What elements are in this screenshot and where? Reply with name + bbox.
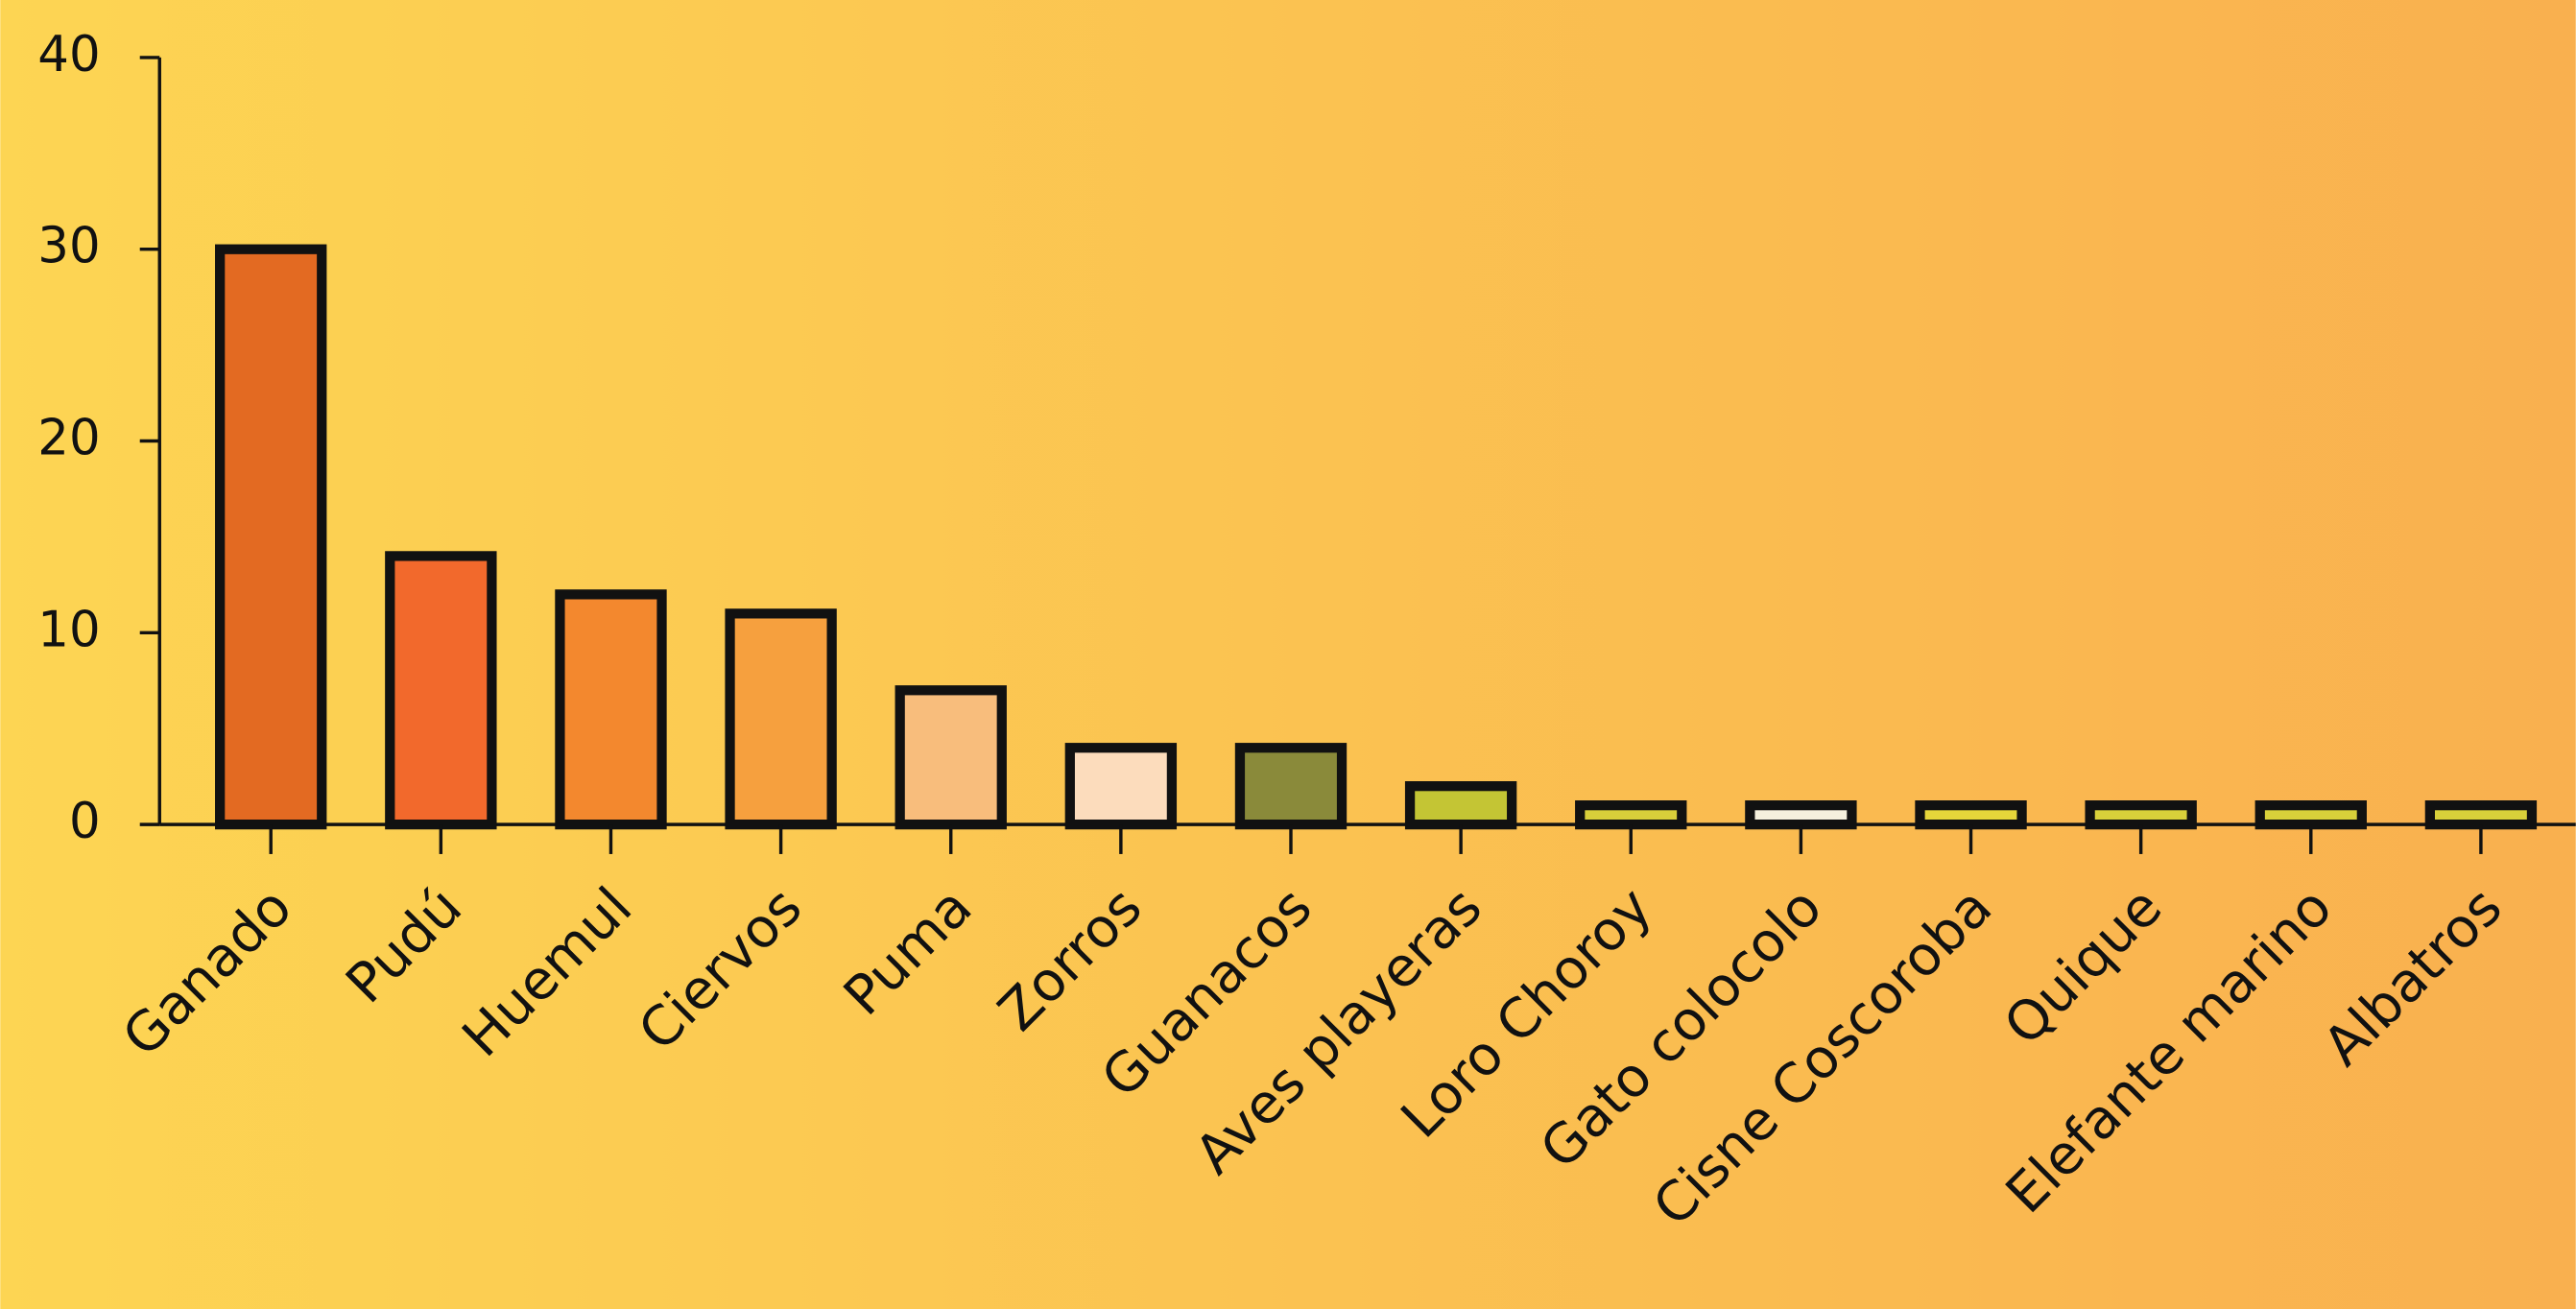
y-tick-label: 20 [37, 410, 100, 467]
bar [1404, 781, 1517, 830]
bar [1575, 800, 1687, 830]
bar [1915, 800, 2027, 830]
bar [555, 589, 667, 830]
bar [1234, 743, 1348, 830]
y-tick-label: 0 [69, 793, 101, 850]
bar [385, 551, 497, 830]
bar [2254, 800, 2367, 830]
bar [215, 244, 327, 830]
bar [2424, 800, 2538, 830]
y-tick-label: 40 [37, 26, 100, 83]
bar [1745, 800, 1857, 830]
bar [894, 685, 1007, 830]
bar [1064, 743, 1178, 830]
bar [2085, 800, 2197, 830]
bar [725, 608, 837, 830]
y-tick-label: 30 [37, 218, 100, 275]
y-tick-label: 10 [37, 601, 100, 658]
